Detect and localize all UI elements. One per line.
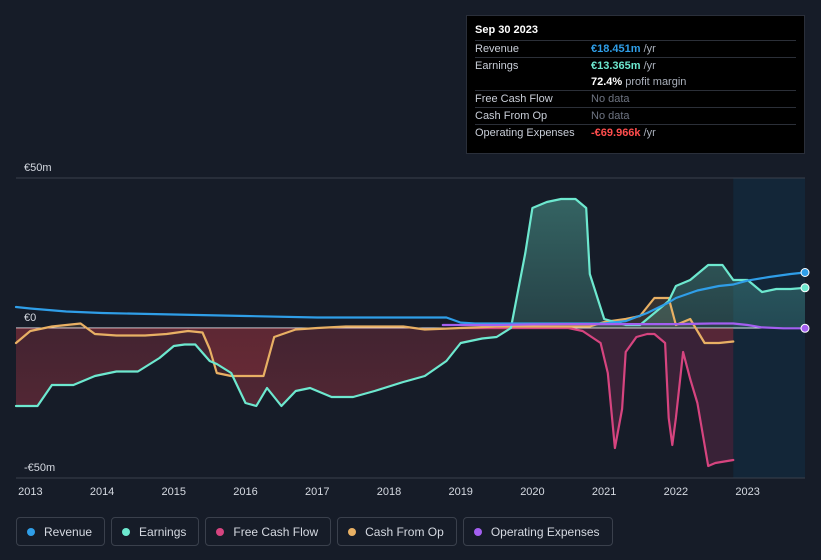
x-tick-label-9: 2022 xyxy=(664,486,688,498)
tooltip-value-revenue: €18.451m xyxy=(591,43,641,55)
tooltip-row-opex: Operating Expenses -€69.966k /yr xyxy=(475,124,796,141)
tooltip-date: Sep 30 2023 xyxy=(475,24,538,36)
legend-dot-earnings xyxy=(122,527,131,536)
y-tick-label-2: -€50m xyxy=(24,462,55,474)
opex-line xyxy=(441,322,807,330)
earnings-end-marker xyxy=(800,283,810,293)
y-tick-label-1: €0 xyxy=(24,312,36,324)
legend: Revenue Earnings Free Cash Flow Cash Fro… xyxy=(16,517,613,546)
tooltip-row-cfo: Cash From Op No data xyxy=(475,107,796,124)
tooltip-unit-margin: profit margin xyxy=(625,76,687,88)
x-tick-label-4: 2017 xyxy=(305,486,329,498)
tooltip-row-earnings: Earnings €13.365m /yr xyxy=(475,57,796,74)
tooltip-value-margin: 72.4% xyxy=(591,76,623,88)
opex-end-marker xyxy=(800,323,810,333)
fcf-area-negative xyxy=(460,328,734,466)
earnings-area-positive xyxy=(16,199,805,328)
axes: €50m €0 -€50m 2013 2014 2015 2016 2017 2018 2019 2… xyxy=(18,162,760,498)
revenue-end-marker xyxy=(800,268,810,277)
tooltip-label-earnings: Earnings xyxy=(475,60,519,72)
series-group xyxy=(14,197,807,468)
end-markers xyxy=(800,268,810,333)
tooltip-label-fcf: Free Cash Flow xyxy=(475,93,553,105)
tooltip-unit-opex: /yr xyxy=(643,127,656,139)
x-tick-label-3: 2016 xyxy=(233,486,257,498)
tooltip-label-cfo: Cash From Op xyxy=(475,110,548,122)
tooltip-unit-revenue: /yr xyxy=(643,43,656,55)
tooltip-row-fcf: Free Cash Flow No data xyxy=(475,90,796,107)
y-tick-label-0: €50m xyxy=(24,162,52,174)
tooltip-value-fcf: No data xyxy=(591,93,630,105)
tooltip-row-revenue: Revenue €18.451m /yr xyxy=(475,40,796,57)
x-tick-label-10: 2023 xyxy=(735,486,759,498)
tooltip-value-opex: -€69.966k xyxy=(591,127,641,139)
cfo-line xyxy=(14,296,735,378)
legend-dot-cfo xyxy=(348,527,357,536)
legend-dot-fcf xyxy=(216,527,225,536)
legend-item-revenue[interactable]: Revenue xyxy=(16,517,106,546)
tooltip-value-earnings: €13.365m xyxy=(591,60,641,72)
tooltip-unit-earnings: /yr xyxy=(643,60,656,72)
x-tick-label-6: 2019 xyxy=(448,486,472,498)
legend-label-cfo: Cash From Op xyxy=(365,524,444,539)
x-tick-label-7: 2020 xyxy=(520,486,544,498)
earnings-area-negative xyxy=(16,328,805,406)
x-tick-label-0: 2013 xyxy=(18,486,42,498)
legend-dot-opex xyxy=(473,527,482,536)
earnings-line xyxy=(14,197,807,408)
legend-label-earnings: Earnings xyxy=(139,524,187,539)
tooltip-label-revenue: Revenue xyxy=(475,43,520,55)
x-tick-label-1: 2014 xyxy=(90,486,114,498)
legend-label-fcf: Free Cash Flow xyxy=(233,524,319,539)
legend-item-opex[interactable]: Operating Expenses xyxy=(462,517,613,546)
tooltip-panel: Sep 30 2023 Revenue €18.451m /yr Earning… xyxy=(466,15,805,154)
legend-dot-revenue xyxy=(27,527,35,536)
x-tick-label-5: 2018 xyxy=(377,486,401,498)
fcf-line xyxy=(459,326,735,468)
tooltip-row-margin: 72.4% profit margin xyxy=(475,74,796,90)
tooltip-value-cfo: No data xyxy=(591,110,630,122)
x-tick-label-8: 2021 xyxy=(592,486,616,498)
x-tick-label-2: 2015 xyxy=(162,486,186,498)
tooltip-label-opex: Operating Expenses xyxy=(475,127,575,139)
legend-label-opex: Operating Expenses xyxy=(490,524,600,539)
legend-item-cfo[interactable]: Cash From Op xyxy=(337,517,457,546)
legend-item-fcf[interactable]: Free Cash Flow xyxy=(205,517,332,546)
legend-item-earnings[interactable]: Earnings xyxy=(111,517,200,546)
legend-label-revenue: Revenue xyxy=(44,524,93,539)
